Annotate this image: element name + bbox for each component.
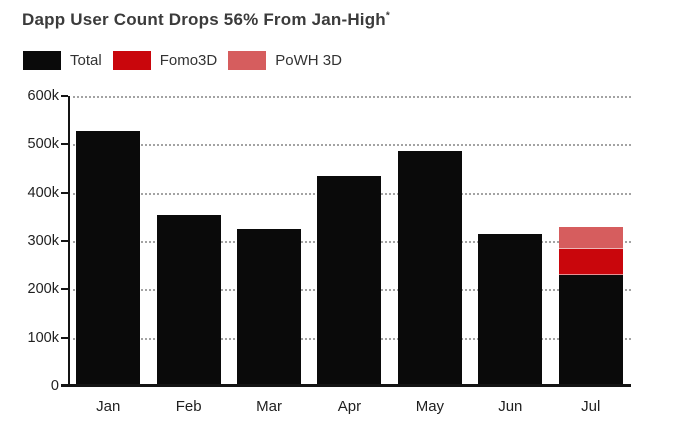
y-tick-500k — [61, 143, 68, 145]
x-tick-label-jun: Jun — [498, 398, 523, 415]
bar-jan — [76, 131, 141, 386]
chart-title-text: Dapp User Count Drops 56% From Jan-High — [22, 10, 386, 29]
gridline-500k — [68, 144, 631, 146]
bar-jun — [478, 233, 543, 386]
bar-slot-jan — [68, 96, 148, 386]
y-tick-300k — [61, 240, 68, 242]
legend-swatch — [112, 51, 151, 70]
bar-segment-total — [558, 274, 623, 386]
x-tick-label-jan: Jan — [96, 398, 121, 415]
x-tick-label-may: May — [415, 398, 445, 415]
legend: Total Fomo3D PoWH 3D — [23, 51, 353, 70]
y-tick-100k — [61, 337, 68, 339]
x-axis-line — [61, 384, 631, 387]
plot-area — [61, 95, 631, 387]
legend-item-powh-3d: PoWH 3D — [228, 51, 342, 70]
bar-segment-total — [478, 233, 543, 386]
title-note-asterisk: * — [385, 10, 390, 22]
y-tick-label-200k: 200k — [27, 281, 59, 297]
legend-label: Total — [70, 52, 102, 69]
y-tick-label-500k: 500k — [27, 136, 59, 152]
y-tick-400k — [61, 192, 68, 194]
bar-slot-jul — [551, 96, 631, 386]
bar-slot-may — [390, 96, 470, 386]
gridline-600k — [68, 96, 631, 98]
bar-segment-total — [76, 131, 141, 386]
bar-segment-total — [317, 175, 382, 386]
bar-slot-feb — [148, 96, 228, 386]
y-tick-200k — [61, 288, 68, 290]
bars-container — [68, 96, 631, 386]
y-tick-label-0: 0 — [50, 378, 59, 394]
legend-item-fomo3d: Fomo3D — [112, 51, 218, 70]
y-tick-label-100k: 100k — [27, 330, 59, 346]
y-tick-label-400k: 400k — [27, 185, 59, 201]
bar-jul — [558, 226, 623, 386]
legend-swatch — [23, 51, 61, 70]
x-tick-label-apr: Apr — [337, 398, 362, 415]
y-axis-line — [68, 96, 70, 386]
x-tick-label-jul: Jul — [581, 398, 601, 415]
bar-slot-apr — [309, 96, 389, 386]
y-tick-600k — [61, 95, 68, 97]
legend-item-total: Total — [23, 51, 102, 70]
bar-slot-mar — [229, 96, 309, 386]
x-tick-label-feb: Feb — [175, 398, 202, 415]
bar-segment-total — [397, 150, 462, 386]
bar-segment-powh-3d — [558, 226, 623, 249]
bar-mar — [237, 228, 302, 386]
bar-segment-total — [237, 228, 302, 386]
legend-swatch — [228, 51, 267, 70]
bar-segment-total — [156, 215, 221, 386]
y-tick-label-600k: 600k — [27, 88, 59, 104]
y-tick-label-300k: 300k — [27, 233, 59, 249]
bar-slot-jun — [470, 96, 550, 386]
bar-segment-fomo3d — [558, 248, 623, 275]
legend-label: Fomo3D — [159, 52, 218, 69]
legend-label: PoWH 3D — [275, 52, 342, 69]
bar-apr — [317, 175, 382, 386]
bar-may — [397, 150, 462, 386]
x-axis-labels: Jan Feb Mar Apr May Jun Jul — [68, 398, 631, 415]
bar-feb — [156, 215, 221, 386]
x-tick-label-mar: Mar — [256, 398, 282, 415]
chart-title: Dapp User Count Drops 56% From Jan-High* — [22, 10, 390, 30]
